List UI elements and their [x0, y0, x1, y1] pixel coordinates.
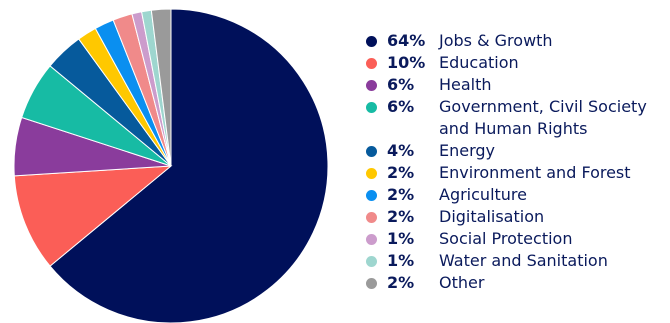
legend-percent: 2% [387, 273, 415, 292]
legend-label: Government, Civil Society and Human Righ… [439, 97, 647, 138]
legend-swatch [366, 80, 377, 91]
legend-label: Education [439, 53, 519, 72]
legend-swatch [366, 102, 377, 113]
legend-label: Water and Sanitation [439, 251, 608, 270]
legend-label: Jobs & Growth [439, 31, 553, 50]
legend-percent: 6% [387, 97, 415, 116]
legend-item: 1% Water and Sanitation [366, 250, 666, 272]
legend-label: Agriculture [439, 185, 527, 204]
legend-swatch [366, 278, 377, 289]
legend-swatch [366, 190, 377, 201]
legend-swatch [366, 256, 377, 267]
legend-item: 2% Digitalisation [366, 206, 666, 228]
legend-label: Other [439, 273, 485, 292]
legend-swatch [366, 234, 377, 245]
pie-slice-10 [150, 8, 172, 167]
legend: 64% Jobs & Growth 10% Education 6% Health 6% Go… [366, 30, 666, 294]
legend-swatch [366, 36, 377, 47]
legend-percent: 6% [387, 75, 415, 94]
legend-item: 6% Health [366, 74, 666, 96]
legend-percent: 1% [387, 251, 415, 270]
pie-slice-0 [49, 8, 329, 323]
legend-percent: 2% [387, 207, 415, 226]
legend-percent: 2% [387, 185, 415, 204]
legend-percent: 4% [387, 141, 415, 160]
legend-percent: 10% [387, 53, 426, 72]
pie-chart [13, 8, 329, 323]
legend-item: 2% Agriculture [366, 184, 666, 206]
legend-label: Digitalisation [439, 207, 545, 226]
legend-label: Social Protection [439, 229, 573, 248]
legend-item: 1% Social Protection [366, 228, 666, 250]
legend-label: Energy [439, 141, 496, 160]
legend-swatch [366, 146, 377, 157]
legend-item: 2% Environment and Forest [366, 162, 666, 184]
legend-label: Health [439, 75, 492, 94]
legend-item: 10% Education [366, 52, 666, 74]
pie-slice-1 [13, 165, 173, 267]
legend-item: 6% Government, Civil Society and Human Ri… [366, 96, 666, 140]
legend-percent: 1% [387, 229, 415, 248]
legend-percent: 64% [387, 31, 426, 50]
legend-swatch [366, 212, 377, 223]
legend-swatch [366, 58, 377, 69]
legend-item: 4% Energy [366, 140, 666, 162]
legend-label: Environment and Forest [439, 163, 631, 182]
legend-item: 2% Other [366, 272, 666, 294]
legend-swatch [366, 168, 377, 179]
legend-percent: 2% [387, 163, 415, 182]
legend-item: 64% Jobs & Growth [366, 30, 666, 52]
